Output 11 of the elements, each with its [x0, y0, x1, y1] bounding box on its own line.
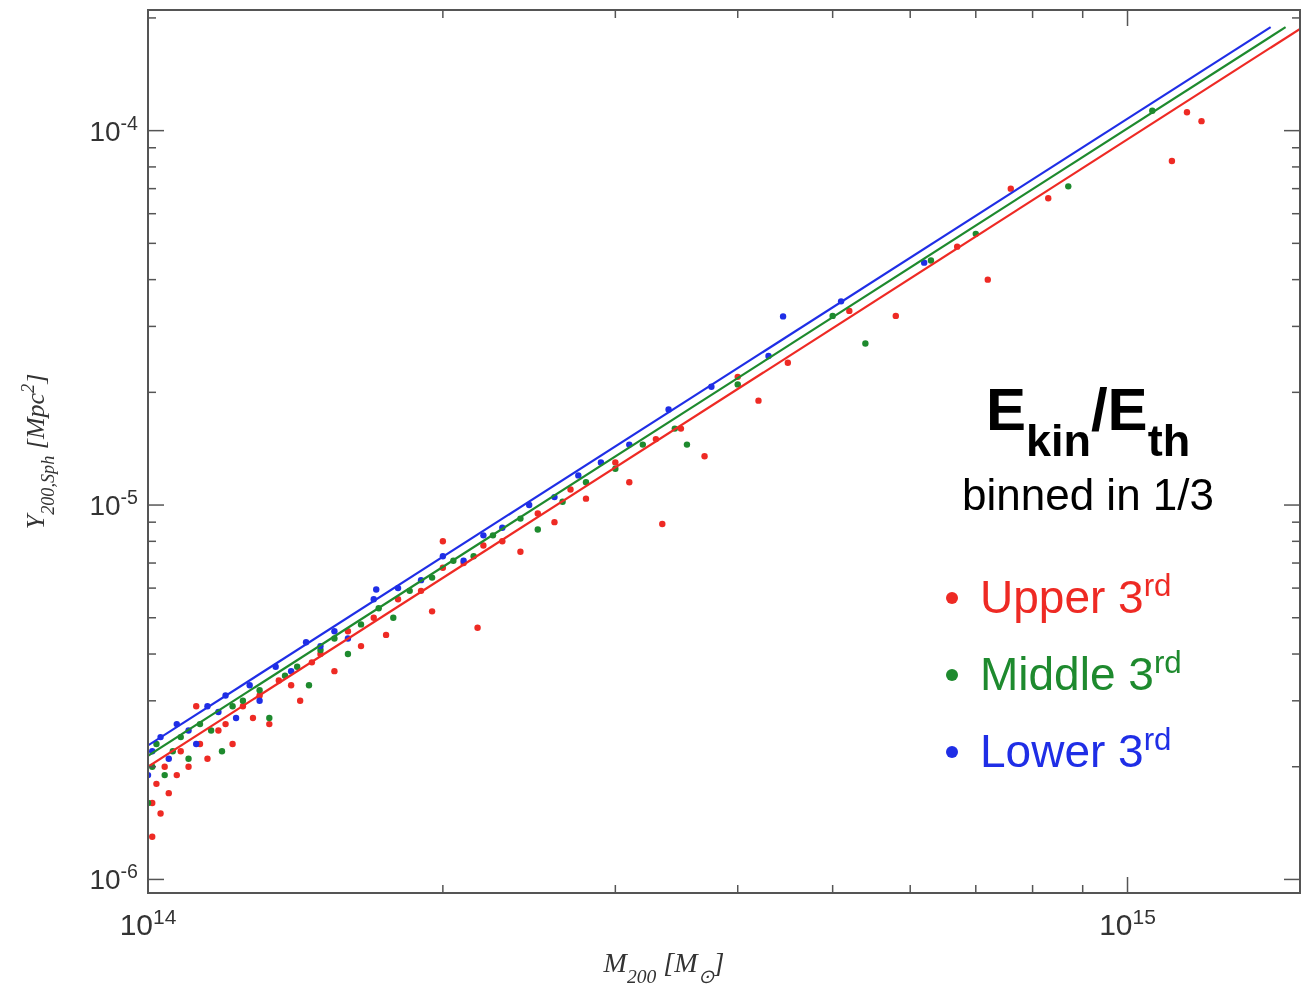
- y-tick-label: 10$^{-5}$: [89, 486, 139, 522]
- legend-label: Middle 3$^{rd}$: [980, 644, 1182, 700]
- y-tick-label: 10$^{-4}$: [89, 111, 139, 147]
- x-axis-title: M$_{200}$ [M$_{⊙}$]: [602, 947, 725, 987]
- legend-title: E$_{kin}$/E$_{th}$: [985, 376, 1191, 466]
- x-tick-label: 10$^{15}$: [1099, 904, 1156, 941]
- x-tick-label: 10$^{14}$: [119, 904, 177, 941]
- legend-label: Lower 3$^{rd}$: [980, 721, 1172, 777]
- y-tick-label: 10$^{-6}$: [89, 860, 139, 896]
- legend-label: Upper 3$^{rd}$: [980, 567, 1172, 623]
- annotation: binned in 1/3: [962, 470, 1214, 519]
